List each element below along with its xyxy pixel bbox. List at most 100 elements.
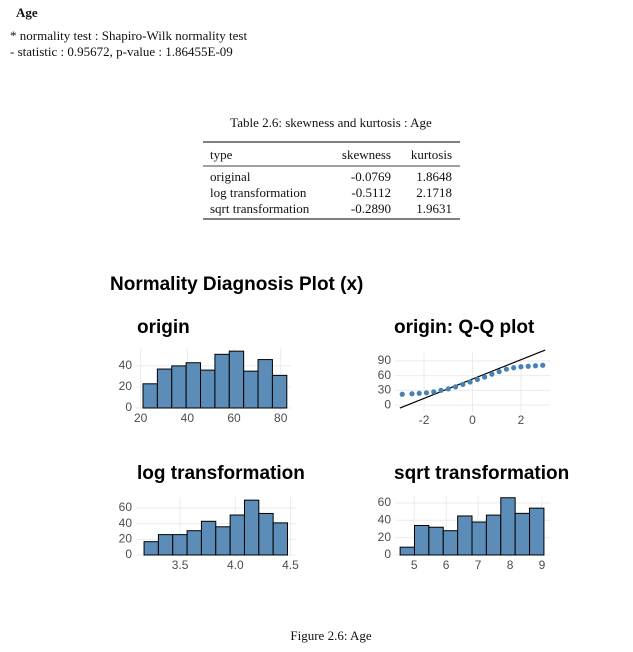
table-header: type bbox=[210, 147, 233, 162]
table-caption: Table 2.6: skewness and kurtosis : Age bbox=[230, 115, 432, 130]
table: type skewness kurtosis original -0.0769 1.864… bbox=[210, 147, 452, 216]
table-header: skewness bbox=[342, 147, 391, 162]
x-tick-label: 7 bbox=[475, 558, 482, 572]
x-tick-label: 4.5 bbox=[282, 558, 299, 572]
bar bbox=[485, 514, 502, 556]
point bbox=[503, 366, 510, 372]
point bbox=[482, 374, 488, 380]
table-cell: log transformation bbox=[210, 185, 307, 200]
bar bbox=[272, 522, 289, 556]
bar bbox=[257, 359, 273, 409]
y-tick-label: 90 bbox=[378, 353, 392, 367]
y-tick-label: 0 bbox=[125, 400, 132, 414]
point bbox=[416, 390, 422, 396]
bar bbox=[157, 534, 174, 556]
bar bbox=[186, 530, 202, 556]
point bbox=[525, 363, 531, 369]
point bbox=[438, 387, 444, 393]
bar bbox=[172, 534, 188, 556]
bar bbox=[228, 350, 245, 409]
table-cell: -0.0769 bbox=[351, 169, 391, 184]
table-cell: original bbox=[210, 169, 251, 184]
bar bbox=[229, 514, 245, 556]
y-tick-label: 60 bbox=[378, 495, 392, 509]
point bbox=[409, 391, 415, 397]
table-cell: 1.8648 bbox=[416, 169, 452, 184]
point bbox=[540, 362, 546, 368]
x-tick-label: 8 bbox=[507, 558, 514, 572]
x-tick-label: 0 bbox=[469, 413, 476, 427]
x-tick-label: 5 bbox=[411, 558, 418, 572]
reference-line bbox=[399, 349, 546, 409]
figure-title: Normality Diagnosis Plot (x) bbox=[110, 274, 363, 295]
bar bbox=[200, 369, 216, 409]
section-title: Age bbox=[16, 5, 38, 20]
x-tick-label: 6 bbox=[443, 558, 450, 572]
test-line: - statistic : 0.95672, p-value : 1.86455… bbox=[10, 44, 233, 59]
bar bbox=[215, 526, 231, 556]
test-line: * normality test : Shapiro-Wilk normalit… bbox=[10, 28, 247, 43]
point bbox=[474, 376, 480, 383]
point bbox=[445, 386, 451, 392]
point bbox=[518, 364, 524, 370]
bar bbox=[271, 374, 288, 409]
point bbox=[460, 381, 466, 388]
table-cell: 2.1718 bbox=[416, 185, 452, 200]
x-tick-label: 3.5 bbox=[172, 558, 189, 572]
y-tick-label: 40 bbox=[119, 358, 133, 372]
table-header: kurtosis bbox=[411, 147, 452, 162]
y-tick-label: 30 bbox=[378, 383, 392, 397]
bar bbox=[200, 520, 217, 556]
point bbox=[467, 379, 473, 385]
x-tick-label: -2 bbox=[419, 413, 430, 427]
point bbox=[423, 390, 430, 396]
y-tick-label: 0 bbox=[125, 547, 132, 561]
point bbox=[511, 365, 517, 371]
y-tick-label: 60 bbox=[119, 500, 133, 514]
chart-title: origin: Q-Q plot bbox=[394, 317, 535, 338]
x-tick-label: 60 bbox=[227, 411, 241, 425]
chart-title: log transformation bbox=[137, 463, 305, 484]
bar bbox=[171, 365, 187, 409]
y-tick-label: 20 bbox=[378, 530, 392, 544]
figure-caption: Figure 2.6: Age bbox=[290, 628, 371, 643]
chart-title: origin bbox=[137, 317, 190, 338]
y-tick-label: 40 bbox=[119, 516, 133, 530]
x-tick-label: 40 bbox=[181, 411, 195, 425]
bar bbox=[428, 526, 444, 556]
bar bbox=[258, 512, 274, 556]
point bbox=[431, 389, 437, 395]
table-cell: sqrt transformation bbox=[210, 201, 310, 216]
table-cell: 1.9631 bbox=[416, 201, 452, 216]
bar bbox=[143, 541, 159, 556]
point bbox=[489, 371, 495, 377]
bar bbox=[413, 525, 430, 556]
y-tick-label: 60 bbox=[378, 368, 392, 382]
x-tick-label: 20 bbox=[134, 411, 148, 425]
bar bbox=[457, 515, 473, 556]
bar bbox=[500, 497, 516, 556]
table-cell: -0.2890 bbox=[351, 201, 391, 216]
point bbox=[532, 363, 539, 369]
bar bbox=[529, 507, 545, 556]
point bbox=[496, 369, 502, 375]
x-tick-label: 4.0 bbox=[227, 558, 244, 572]
x-tick-label: 9 bbox=[539, 558, 546, 572]
x-tick-label: 2 bbox=[518, 413, 525, 427]
y-tick-label: 0 bbox=[384, 547, 391, 561]
bar bbox=[243, 499, 260, 556]
point bbox=[399, 391, 405, 397]
x-tick-label: 80 bbox=[274, 411, 288, 425]
chart-title: sqrt transformation bbox=[394, 463, 569, 484]
bar bbox=[514, 512, 531, 556]
bar bbox=[243, 370, 259, 409]
y-tick-label: 0 bbox=[384, 397, 391, 411]
y-tick-label: 20 bbox=[119, 379, 133, 393]
bar bbox=[442, 530, 459, 556]
y-tick-label: 20 bbox=[119, 531, 133, 545]
bar bbox=[471, 521, 487, 556]
bar bbox=[142, 383, 158, 409]
table-cell: -0.5112 bbox=[351, 185, 391, 200]
bar bbox=[399, 546, 415, 556]
